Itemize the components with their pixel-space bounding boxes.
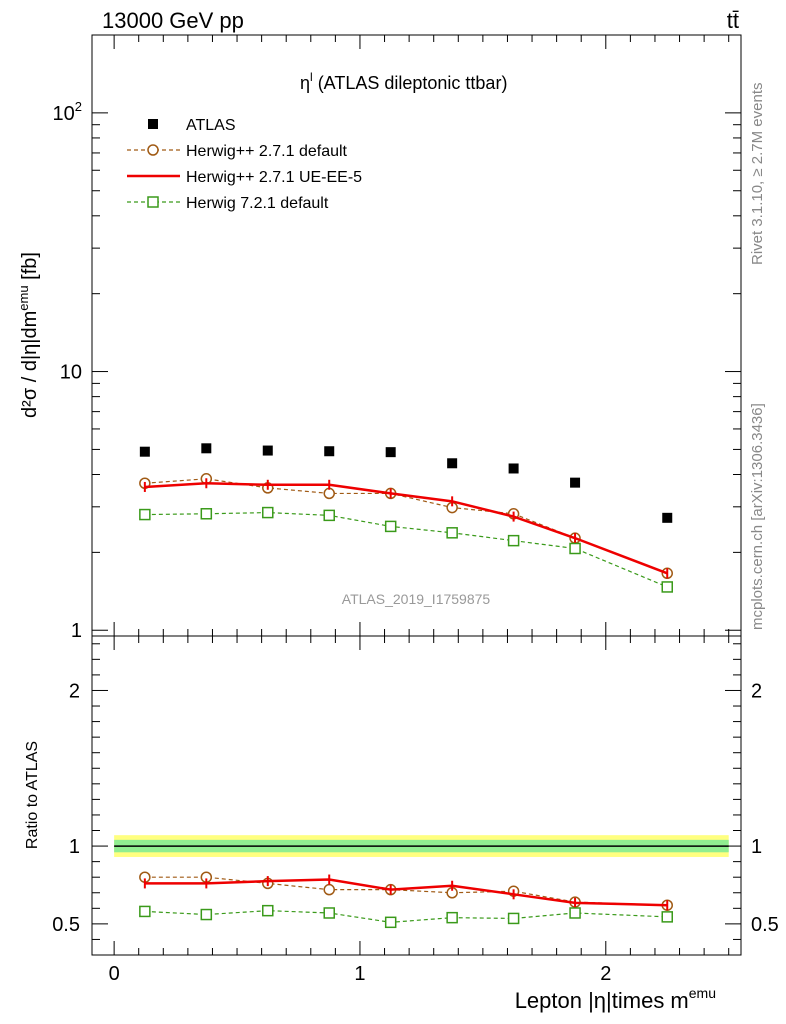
ratio-y-tick-label: 1 bbox=[69, 836, 80, 858]
ratio-point-herwig-7-2-1-default bbox=[569, 907, 581, 919]
legend-item-herwig-2-7-1-ue-ee-5: Herwig++ 2.7.1 UE-EE-5 bbox=[127, 169, 362, 186]
rivet-version-label: Rivet 3.1.10, ≥ 2.7M events bbox=[749, 83, 766, 266]
x-axis-label: Lepton |η|times memu bbox=[515, 985, 716, 1013]
ratio-plot-panel: 0.5 0.5 1 1 2 2 0 1 2 Ratio to ATLAS Lepton |η|… bbox=[24, 635, 779, 1013]
ratio-y-tick-label: 2 bbox=[69, 680, 80, 702]
legend-label: Herwig++ 2.7.1 default bbox=[186, 143, 348, 160]
main-y-axis-label: d²σ / d|η|dmemu [fb] bbox=[16, 252, 41, 418]
ratio-y-tick-label-right: 2 bbox=[751, 680, 762, 702]
main-point-atlas bbox=[662, 512, 673, 523]
main-point-herwig-7-2-1-default bbox=[323, 509, 335, 522]
ratio-y-tick-labels: 0.5 0.5 1 1 2 2 bbox=[52, 680, 779, 935]
ratio-series-herwig-7-2-1-default bbox=[139, 904, 673, 929]
main-plot-panel: 1 10 102 ηl (ATLAS dileptonic ttbar) ATLAS… bbox=[16, 34, 742, 642]
main-y-axis-label-main: d²σ / d|η|dm bbox=[19, 311, 41, 418]
analysis-watermark: ATLAS_2019_I1759875 bbox=[342, 591, 491, 607]
ratio-point-herwig-7-2-1-default bbox=[323, 907, 335, 919]
ratio-line-herwig-2-7-1-ue-ee-5 bbox=[144, 878, 668, 907]
main-series-herwig-2-7-1-default bbox=[139, 473, 673, 580]
ratio-point-herwig-7-2-1-default bbox=[200, 908, 213, 921]
main-line-herwig-2-7-1-default bbox=[144, 478, 668, 574]
ratio-series-herwig-2-7-1-ue-ee-5 bbox=[143, 874, 669, 911]
ratio-uncertainty-band bbox=[114, 835, 729, 857]
x-axis-label-superscript: emu bbox=[689, 985, 716, 1001]
main-point-herwig-7-2-1-default bbox=[446, 527, 458, 539]
legend-label: Herwig 7.2.1 default bbox=[186, 195, 329, 212]
main-point-atlas bbox=[385, 447, 396, 458]
mcplots-reference-label: mcplots.cern.ch [arXiv:1306.3436] bbox=[749, 403, 766, 630]
main-series-herwig-7-2-1-default bbox=[139, 506, 673, 593]
legend-item-herwig-7-2-1-default: Herwig 7.2.1 default bbox=[127, 195, 329, 212]
ratio-series-layer bbox=[139, 871, 673, 929]
ratio-y-tick-label-right: 1 bbox=[751, 836, 762, 858]
ratio-y-axis-label: Ratio to ATLAS bbox=[24, 741, 41, 849]
main-point-atlas bbox=[447, 458, 458, 469]
ratio-point-herwig-7-2-1-default bbox=[446, 911, 458, 924]
main-y-tick-label: 1 bbox=[71, 620, 82, 642]
plot-title: ηl (ATLAS dileptonic ttbar) bbox=[300, 70, 507, 93]
main-point-herwig-7-2-1-default bbox=[661, 581, 673, 593]
ratio-point-herwig-7-2-1-default bbox=[507, 912, 520, 925]
legend-marker-herwig-2-7-1-default bbox=[147, 144, 159, 156]
main-y-tick-label: 10 bbox=[60, 362, 82, 384]
main-point-atlas bbox=[201, 443, 212, 454]
main-y-axis-label-superscript: emu bbox=[16, 285, 31, 310]
plot-title-rest: (ATLAS dileptonic ttbar) bbox=[313, 73, 508, 93]
x-tick-label: 0 bbox=[109, 963, 120, 985]
ratio-axis-ticks bbox=[92, 636, 741, 956]
main-point-atlas bbox=[262, 445, 273, 456]
x-axis-label-main: Lepton |η|times m bbox=[515, 988, 689, 1013]
x-tick-label: 1 bbox=[354, 963, 365, 985]
main-point-herwig-7-2-1-default bbox=[200, 508, 213, 520]
main-series-herwig-2-7-1-ue-ee-5 bbox=[143, 478, 669, 579]
legend-marker-herwig-7-2-1-default bbox=[147, 196, 159, 208]
main-point-herwig-7-2-1-default bbox=[507, 534, 520, 547]
legend-item-atlas: ATLAS bbox=[148, 117, 236, 134]
plot-title-main: η bbox=[300, 73, 310, 93]
main-series-atlas bbox=[139, 443, 673, 523]
main-y-tick-labels: 1 10 102 bbox=[53, 99, 82, 642]
main-y-axis-ticks bbox=[92, 34, 741, 636]
main-point-herwig-7-2-1-default bbox=[139, 508, 151, 521]
header-process-label: tt̄ bbox=[727, 8, 739, 33]
plot-title-superscript: l bbox=[310, 70, 313, 84]
main-y-axis-label-unit: [fb] bbox=[19, 252, 41, 285]
main-line-herwig-7-2-1-default bbox=[144, 511, 668, 588]
ratio-y-tick-label-right: 0.5 bbox=[751, 914, 779, 936]
main-point-herwig-7-2-1-default bbox=[569, 542, 581, 555]
ratio-point-herwig-2-7-1-default bbox=[323, 883, 335, 896]
main-y-tick-label: 102 bbox=[53, 99, 82, 125]
legend: ATLAS Herwig++ 2.7.1 default Herwig++ 2.7.… bbox=[127, 117, 362, 212]
ratio-line-herwig-2-7-1-default bbox=[144, 876, 668, 906]
main-series-layer bbox=[139, 443, 673, 593]
ratio-point-herwig-7-2-1-default bbox=[384, 916, 397, 929]
ratio-y-tick-label: 0.5 bbox=[52, 914, 80, 936]
ratio-plot-frame bbox=[91, 635, 742, 956]
main-point-atlas bbox=[570, 477, 581, 488]
main-point-herwig-7-2-1-default bbox=[262, 506, 274, 519]
ratio-line-herwig-7-2-1-default bbox=[144, 910, 668, 923]
ratio-point-herwig-7-2-1-default bbox=[262, 904, 274, 917]
legend-item-herwig-2-7-1-default: Herwig++ 2.7.1 default bbox=[127, 143, 348, 160]
header-energy-label: 13000 GeV pp bbox=[102, 8, 244, 33]
main-point-herwig-2-7-1-default bbox=[323, 487, 335, 500]
main-point-atlas bbox=[139, 446, 150, 457]
main-point-herwig-7-2-1-default bbox=[384, 520, 397, 533]
ratio-point-herwig-7-2-1-default bbox=[139, 905, 151, 918]
legend-label: ATLAS bbox=[186, 117, 236, 134]
legend-label: Herwig++ 2.7.1 UE-EE-5 bbox=[186, 169, 362, 186]
ratio-point-herwig-7-2-1-default bbox=[661, 911, 673, 923]
main-point-atlas bbox=[508, 463, 519, 474]
legend-marker-atlas bbox=[148, 119, 158, 129]
ratio-x-tick-labels: 0 1 2 bbox=[109, 963, 612, 985]
x-tick-label: 2 bbox=[600, 963, 611, 985]
main-point-atlas bbox=[324, 446, 335, 457]
